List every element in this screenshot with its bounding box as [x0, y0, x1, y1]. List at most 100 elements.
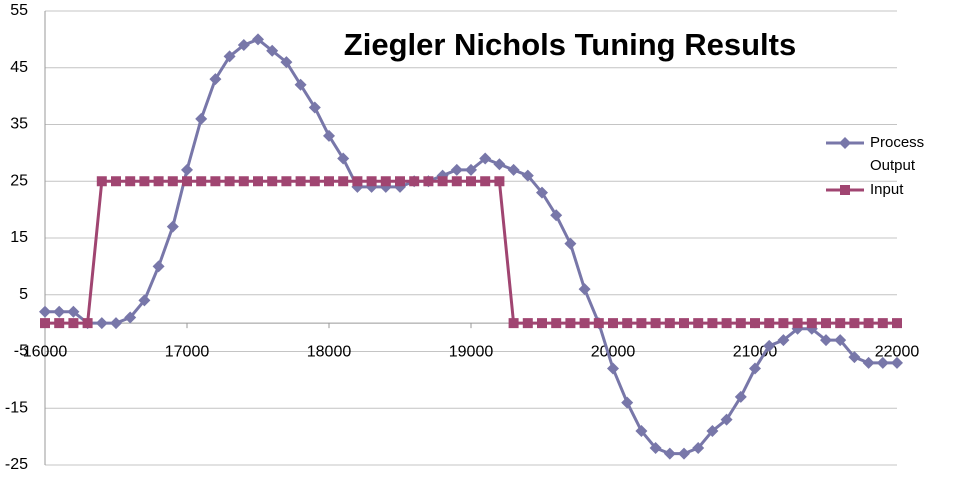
marker: [720, 413, 733, 426]
marker: [224, 176, 235, 187]
marker: [649, 441, 662, 454]
marker: [309, 176, 320, 187]
y-tick-label: -25: [5, 456, 28, 473]
marker: [338, 176, 349, 187]
marker: [96, 176, 107, 187]
marker: [423, 176, 434, 187]
marker: [195, 112, 208, 125]
marker: [451, 176, 462, 187]
marker: [82, 318, 93, 329]
chart-title: Ziegler Nichols Tuning Results: [344, 27, 796, 62]
marker: [679, 318, 689, 329]
marker: [834, 334, 847, 347]
y-tick-label: -5: [14, 343, 28, 360]
marker: [111, 176, 121, 187]
marker: [749, 362, 761, 375]
marker: [848, 351, 861, 364]
marker: [196, 176, 207, 187]
marker: [110, 317, 122, 330]
marker: [54, 318, 65, 329]
marker: [308, 101, 321, 114]
marker: [707, 318, 718, 329]
marker: [849, 318, 860, 329]
marker: [750, 318, 760, 329]
marker: [863, 318, 874, 329]
marker: [607, 362, 619, 375]
marker: [252, 33, 264, 46]
marker: [551, 318, 562, 329]
marker: [735, 318, 746, 329]
marker: [777, 334, 790, 347]
marker: [166, 220, 179, 233]
marker: [181, 163, 193, 176]
marker: [892, 318, 902, 329]
marker: [821, 318, 831, 329]
marker: [167, 176, 178, 187]
y-tick-label: -15: [5, 399, 28, 416]
marker: [664, 318, 675, 329]
marker: [352, 176, 363, 187]
marker: [621, 396, 634, 409]
marker: [324, 176, 334, 187]
marker: [579, 318, 590, 329]
marker: [294, 78, 307, 91]
x-tick-label: 18000: [307, 343, 352, 360]
marker: [281, 176, 292, 187]
marker: [67, 305, 80, 318]
marker: [182, 176, 192, 187]
marker: [663, 447, 676, 460]
marker: [635, 424, 648, 437]
marker: [40, 318, 50, 329]
marker: [295, 176, 306, 187]
marker: [537, 318, 547, 329]
marker: [564, 237, 577, 250]
marker: [266, 44, 279, 57]
marker: [678, 447, 690, 460]
marker: [521, 169, 534, 182]
marker: [323, 129, 335, 142]
marker: [693, 318, 704, 329]
marker: [763, 339, 776, 352]
marker: [650, 318, 661, 329]
marker: [380, 176, 391, 187]
marker: [366, 176, 377, 187]
marker: [706, 424, 719, 437]
x-tick-label: 20000: [591, 343, 636, 360]
x-tick-label: 22000: [875, 343, 920, 360]
marker: [536, 186, 548, 199]
marker: [267, 176, 278, 187]
marker: [593, 318, 604, 329]
marker: [764, 318, 775, 329]
y-tick-label: 25: [10, 172, 28, 189]
marker: [792, 318, 803, 329]
marker: [494, 176, 505, 187]
y-tick-label: 35: [10, 116, 28, 133]
marker: [877, 318, 888, 329]
series-line: [45, 37, 897, 456]
marker: [721, 318, 732, 329]
marker: [223, 50, 236, 63]
marker: [238, 176, 249, 187]
marker: [522, 318, 533, 329]
marker: [437, 176, 448, 187]
marker: [450, 163, 463, 176]
marker: [337, 152, 350, 165]
y-tick-label: 15: [10, 229, 28, 246]
marker: [578, 283, 591, 296]
marker: [466, 176, 476, 187]
marker: [124, 311, 137, 324]
marker: [806, 318, 817, 329]
marker: [891, 356, 903, 369]
marker: [68, 318, 79, 329]
marker: [622, 318, 633, 329]
marker: [493, 158, 506, 171]
marker: [395, 176, 405, 187]
marker: [507, 163, 520, 176]
marker: [53, 305, 66, 318]
marker: [480, 176, 491, 187]
marker: [734, 390, 747, 403]
marker: [237, 39, 250, 52]
marker: [253, 176, 263, 187]
